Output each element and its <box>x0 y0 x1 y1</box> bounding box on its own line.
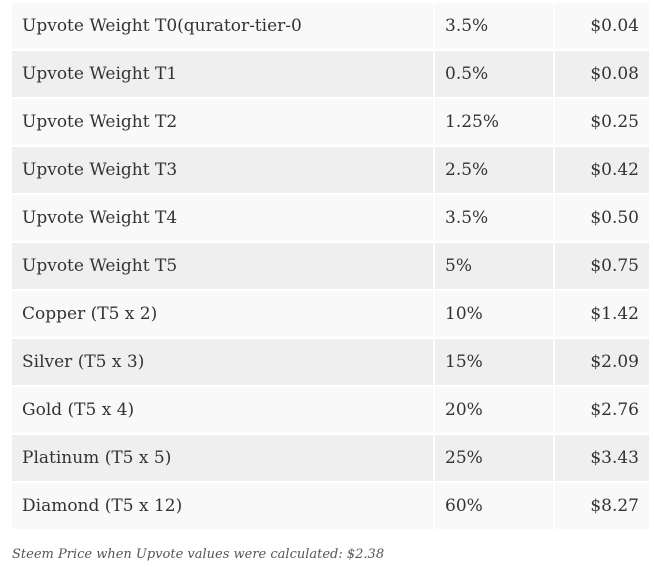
upvote-value-cell: $2.09 <box>555 339 649 387</box>
upvote-weight-cell: 5% <box>433 243 555 291</box>
tier-name-cell: Upvote Weight T2 <box>12 99 433 147</box>
upvote-value-cell: $0.42 <box>555 147 649 195</box>
upvote-weight-cell: 0.5% <box>433 51 555 99</box>
steem-price-footnote: Steem Price when Upvote values were calc… <box>12 547 385 562</box>
table-row: Platinum (T5 x 5) 25% $3.43 <box>12 435 649 483</box>
tier-name-cell: Gold (T5 x 4) <box>12 387 433 435</box>
upvote-value-cell: $2.76 <box>555 387 649 435</box>
tier-name-cell: Upvote Weight T4 <box>12 195 433 243</box>
tier-name-cell: Copper (T5 x 2) <box>12 291 433 339</box>
tier-name-cell: Upvote Weight T3 <box>12 147 433 195</box>
upvote-weight-cell: 10% <box>433 291 555 339</box>
upvote-table-container: Upvote Weight T0(qurator-tier-0 3.5% $0.… <box>12 3 649 531</box>
upvote-weight-cell: 3.5% <box>433 3 555 51</box>
upvote-value-cell: $0.25 <box>555 99 649 147</box>
upvote-weight-cell: 3.5% <box>433 195 555 243</box>
upvote-weight-cell: 20% <box>433 387 555 435</box>
table-row: Upvote Weight T0(qurator-tier-0 3.5% $0.… <box>12 3 649 51</box>
upvote-value-cell: $0.04 <box>555 3 649 51</box>
table-row: Copper (T5 x 2) 10% $1.42 <box>12 291 649 339</box>
upvote-weight-cell: 60% <box>433 483 555 531</box>
upvote-weight-cell: 1.25% <box>433 99 555 147</box>
tier-name-cell: Upvote Weight T5 <box>12 243 433 291</box>
tier-name-cell: Silver (T5 x 3) <box>12 339 433 387</box>
upvote-weight-cell: 25% <box>433 435 555 483</box>
upvote-value-cell: $1.42 <box>555 291 649 339</box>
upvote-weight-cell: 15% <box>433 339 555 387</box>
tier-name-cell: Platinum (T5 x 5) <box>12 435 433 483</box>
upvote-value-cell: $0.50 <box>555 195 649 243</box>
table-row: Silver (T5 x 3) 15% $2.09 <box>12 339 649 387</box>
upvote-tier-table: Upvote Weight T0(qurator-tier-0 3.5% $0.… <box>12 3 649 531</box>
upvote-value-cell: $8.27 <box>555 483 649 531</box>
tier-name-cell: Diamond (T5 x 12) <box>12 483 433 531</box>
table-row: Upvote Weight T4 3.5% $0.50 <box>12 195 649 243</box>
upvote-value-cell: $0.75 <box>555 243 649 291</box>
tier-name-cell: Upvote Weight T1 <box>12 51 433 99</box>
table-row: Upvote Weight T2 1.25% $0.25 <box>12 99 649 147</box>
table-row: Gold (T5 x 4) 20% $2.76 <box>12 387 649 435</box>
upvote-weight-cell: 2.5% <box>433 147 555 195</box>
upvote-value-cell: $3.43 <box>555 435 649 483</box>
table-row: Upvote Weight T5 5% $0.75 <box>12 243 649 291</box>
table-row: Upvote Weight T1 0.5% $0.08 <box>12 51 649 99</box>
upvote-value-cell: $0.08 <box>555 51 649 99</box>
table-row: Diamond (T5 x 12) 60% $8.27 <box>12 483 649 531</box>
table-row: Upvote Weight T3 2.5% $0.42 <box>12 147 649 195</box>
tier-name-cell: Upvote Weight T0(qurator-tier-0 <box>12 3 433 51</box>
